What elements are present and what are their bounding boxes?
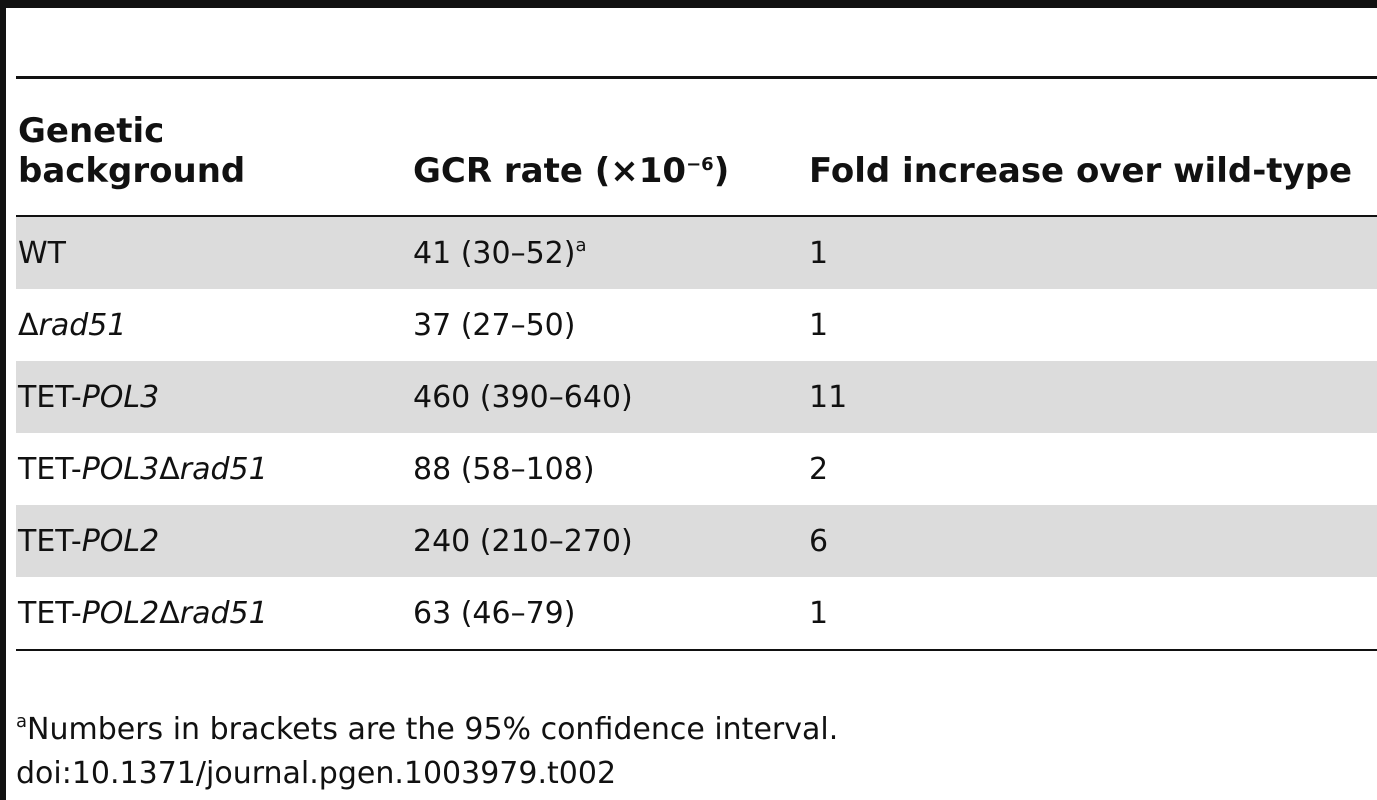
gcr-rate-value: 41 (30–52) [413, 235, 576, 271]
cell-gcr-rate: 37 (27–50) [411, 289, 807, 361]
cell-gcr-rate: 41 (30–52)a [411, 216, 807, 289]
header-fold-increase: Fold increase over wild-type [807, 79, 1377, 217]
background-gene: POL3 [81, 451, 160, 487]
gcr-rate-value: 240 (210–270) [413, 523, 633, 559]
cell-fold-increase: 6 [807, 505, 1377, 577]
table-row: TET-POL2 240 (210–270) 6 [16, 505, 1377, 577]
table-row: Δrad51 37 (27–50) 1 [16, 289, 1377, 361]
left-border [0, 0, 6, 800]
table-row: TET-POL3Δrad51 88 (58–108) 2 [16, 433, 1377, 505]
background-text: TET- [18, 451, 82, 487]
top-border [0, 0, 1377, 8]
table-container: Genetic background GCR rate (×10−6) Fold… [16, 76, 1377, 651]
background-gene-2: rad51 [179, 595, 268, 631]
cell-genetic-background: TET-POL3Δrad51 [16, 433, 411, 505]
header-line-2: background [18, 151, 246, 191]
table-top-rule [16, 76, 1377, 79]
background-gene-2: rad51 [179, 451, 268, 487]
table-row: TET-POL3 460 (390–640) 11 [16, 361, 1377, 433]
header-line-1: Genetic [18, 111, 165, 151]
background-gene: POL2 [81, 523, 160, 559]
cell-fold-increase: 1 [807, 216, 1377, 289]
header-gcr-close: ) [713, 151, 730, 191]
footnote-text: Numbers in brackets are the 95% confiden… [27, 712, 839, 747]
footnote-line: aNumbers in brackets are the 95% confide… [16, 700, 838, 752]
cell-gcr-rate: 240 (210–270) [411, 505, 807, 577]
background-gene: rad51 [38, 307, 127, 343]
gcr-rate-value: 37 (27–50) [413, 307, 576, 343]
gcr-rate-value: 460 (390–640) [413, 379, 633, 415]
cell-genetic-background: Δrad51 [16, 289, 411, 361]
background-gene: POL3 [81, 379, 160, 415]
cell-fold-increase: 2 [809, 451, 829, 487]
background-gene: POL2 [81, 595, 160, 631]
background-text-2: Δ [159, 451, 180, 487]
table-row: TET-POL2Δrad51 63 (46–79) 1 [16, 577, 1377, 651]
cell-gcr-rate: 460 (390–640) [411, 361, 807, 433]
cell-genetic-background: TET-POL2 [16, 505, 411, 577]
table-footnote: aNumbers in brackets are the 95% confide… [16, 700, 838, 796]
gcr-rate-table: Genetic background GCR rate (×10−6) Fold… [16, 79, 1377, 651]
gcr-rate-footnote-marker: a [575, 234, 587, 256]
background-text: TET- [18, 523, 82, 559]
cell-genetic-background: TET-POL3 [16, 361, 411, 433]
table-row: WT 41 (30–52)a 1 [16, 216, 1377, 289]
doi-text: doi:10.1371/journal.pgen.1003979.t002 [16, 756, 617, 791]
background-text: WT [18, 235, 66, 271]
cell-fold-increase: 1 [809, 307, 829, 343]
header-exponent: −6 [686, 154, 714, 175]
table-body: WT 41 (30–52)a 1 Δrad51 37 (27–50) 1 TET-POL3 4… [16, 216, 1377, 651]
background-text: TET- [18, 379, 82, 415]
cell-genetic-background: WT [16, 216, 411, 289]
header-row: Genetic background GCR rate (×10−6) Fold… [16, 79, 1377, 217]
gcr-rate-value: 63 (46–79) [413, 595, 576, 631]
background-text-2: Δ [159, 595, 180, 631]
background-text: Δ [18, 307, 39, 343]
cell-fold-increase: 1 [807, 577, 1377, 651]
cell-genetic-background: TET-POL2Δrad51 [16, 577, 411, 651]
cell-gcr-rate: 63 (46–79) [411, 577, 807, 651]
gcr-rate-value: 88 (58–108) [413, 451, 595, 487]
header-gcr-text: GCR rate (×10 [413, 151, 687, 191]
background-text: TET- [18, 595, 82, 631]
cell-gcr-rate: 88 (58–108) [411, 433, 807, 505]
cell-fold-increase: 11 [807, 361, 1377, 433]
header-gcr-rate: GCR rate (×10−6) [411, 79, 807, 217]
header-genetic-background: Genetic background [16, 79, 411, 217]
footnote-marker: a [16, 711, 28, 732]
